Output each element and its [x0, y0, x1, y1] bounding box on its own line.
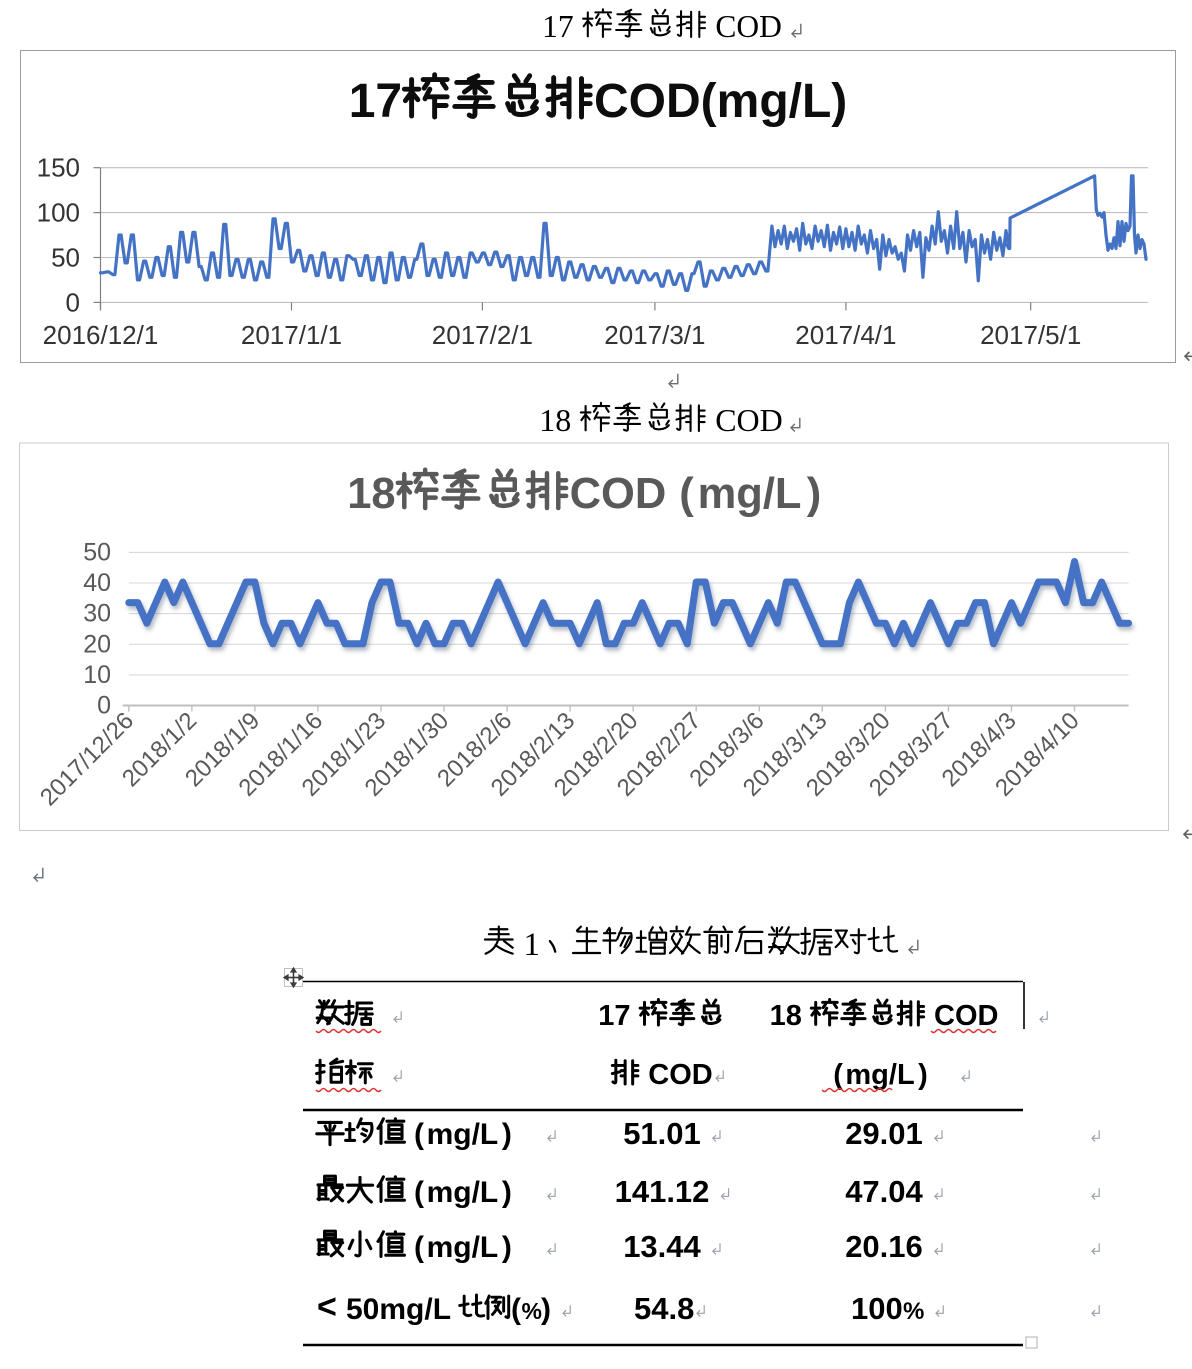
svg-text:10: 10 — [83, 661, 111, 689]
svg-text:COD: COD — [648, 1059, 712, 1091]
svg-text:54.8: 54.8 — [634, 1291, 694, 1326]
svg-text:): ) — [918, 1059, 928, 1091]
svg-text:20: 20 — [83, 630, 111, 658]
svg-text:): ) — [502, 1176, 512, 1209]
svg-text:0: 0 — [66, 287, 80, 317]
svg-text:(: ( — [414, 1176, 424, 1209]
svg-text:50: 50 — [83, 538, 111, 566]
svg-text:COD: COD — [715, 9, 782, 44]
svg-text:): ) — [502, 1231, 512, 1264]
svg-text:20.16: 20.16 — [845, 1229, 923, 1264]
svg-text:30: 30 — [83, 600, 111, 628]
svg-text:1: 1 — [524, 927, 541, 963]
svg-text:29.01: 29.01 — [845, 1116, 923, 1151]
svg-text:2017/3/1: 2017/3/1 — [604, 320, 705, 350]
svg-text:2017/1/1: 2017/1/1 — [241, 320, 342, 350]
svg-text:): ) — [807, 470, 822, 518]
svg-text:2017/5/1: 2017/5/1 — [980, 320, 1081, 350]
svg-text:2017/2/1: 2017/2/1 — [432, 320, 533, 350]
svg-text:(: ( — [414, 1231, 424, 1264]
svg-text:50mg/L: 50mg/L — [346, 1293, 451, 1326]
svg-text:mg/L: mg/L — [427, 1231, 499, 1264]
svg-text:18: 18 — [347, 470, 395, 518]
svg-text:0: 0 — [97, 692, 111, 720]
svg-text:13.44: 13.44 — [623, 1229, 701, 1264]
svg-text:17: 17 — [542, 9, 574, 44]
svg-text:<: < — [317, 1288, 337, 1326]
svg-text:(: ( — [679, 470, 694, 518]
svg-text:40: 40 — [83, 569, 111, 597]
svg-text:2017/4/1: 2017/4/1 — [795, 320, 896, 350]
svg-text:150: 150 — [37, 153, 80, 183]
svg-text:mg/L: mg/L — [698, 470, 802, 518]
svg-text:mg/L: mg/L — [845, 1059, 914, 1091]
svg-text:100: 100 — [851, 1291, 903, 1326]
svg-text:COD: COD — [715, 402, 783, 438]
svg-text:(: ( — [833, 1059, 843, 1091]
svg-text:(: ( — [511, 1293, 521, 1326]
svg-text:50: 50 — [51, 243, 80, 273]
svg-text:COD(mg/L): COD(mg/L) — [594, 75, 847, 128]
svg-text:47.04: 47.04 — [845, 1174, 923, 1209]
svg-text:141.12: 141.12 — [615, 1174, 710, 1209]
svg-text:%: % — [903, 1298, 924, 1325]
svg-text:17: 17 — [598, 1000, 630, 1032]
svg-text:18: 18 — [770, 1000, 802, 1032]
svg-text:mg/L: mg/L — [427, 1176, 499, 1209]
svg-text:51.01: 51.01 — [623, 1116, 701, 1151]
svg-text:2016/12/1: 2016/12/1 — [43, 320, 159, 350]
svg-text:): ) — [502, 1118, 512, 1151]
svg-text:17: 17 — [349, 75, 402, 128]
svg-text:): ) — [541, 1293, 551, 1326]
svg-text:100: 100 — [37, 198, 80, 228]
svg-text:COD: COD — [570, 470, 667, 518]
svg-text:COD: COD — [934, 1000, 998, 1032]
svg-text:18: 18 — [539, 402, 571, 438]
svg-text:%: % — [522, 1298, 542, 1324]
svg-text:mg/L: mg/L — [427, 1118, 499, 1151]
svg-text:(: ( — [414, 1118, 424, 1151]
